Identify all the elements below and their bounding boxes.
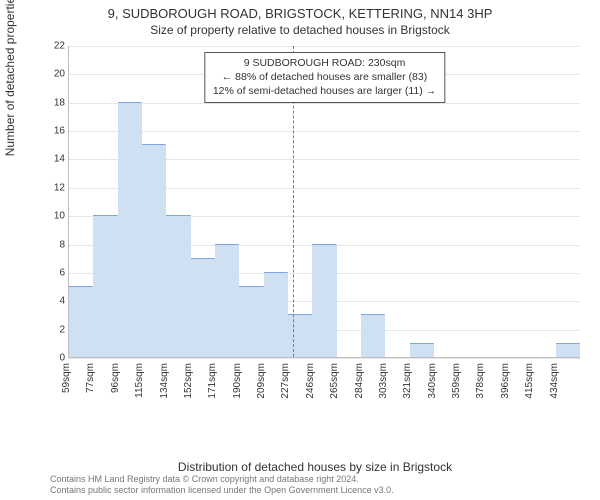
annotation-line: 9 SUDBOROUGH ROAD: 230sqm	[213, 56, 436, 70]
x-tick-label: 378sqm	[475, 363, 486, 399]
histogram-bar	[288, 314, 312, 357]
histogram-bar	[215, 244, 239, 357]
page-subtitle: Size of property relative to detached ho…	[0, 21, 600, 37]
annotation-box: 9 SUDBOROUGH ROAD: 230sqm ← 88% of detac…	[204, 52, 445, 103]
histogram-bar	[69, 286, 93, 357]
histogram-bar	[312, 244, 336, 357]
x-tick-label: 152sqm	[183, 363, 194, 399]
x-tick-label: 171sqm	[207, 363, 218, 399]
histogram-bar	[191, 258, 215, 357]
x-tick-label: 340sqm	[427, 363, 438, 399]
y-axis-label: Number of detached properties	[3, 0, 17, 156]
y-tick-label: 2	[47, 324, 65, 335]
histogram-bar	[166, 215, 190, 357]
x-tick-label: 209sqm	[256, 363, 267, 399]
x-tick-label: 59sqm	[61, 363, 72, 393]
x-tick-label: 359sqm	[451, 363, 462, 399]
x-tick-label: 415sqm	[524, 363, 535, 399]
y-tick-label: 8	[47, 239, 65, 250]
x-tick-label: 190sqm	[232, 363, 243, 399]
x-axis-label: Distribution of detached houses by size …	[50, 460, 580, 474]
histogram-bar	[93, 215, 117, 357]
y-tick-label: 18	[47, 97, 65, 108]
x-tick-label: 321sqm	[402, 363, 413, 399]
x-tick-label: 396sqm	[500, 363, 511, 399]
histogram-bar	[118, 102, 142, 357]
annotation-line: ← 88% of detached houses are smaller (83…	[213, 70, 436, 84]
gridline	[69, 358, 580, 359]
x-tick-label: 246sqm	[305, 363, 316, 399]
histogram-bar	[264, 272, 288, 357]
x-tick-label: 96sqm	[110, 363, 121, 393]
y-tick-label: 6	[47, 267, 65, 278]
plot-area: 9 SUDBOROUGH ROAD: 230sqm ← 88% of detac…	[68, 46, 580, 358]
x-tick-label: 77sqm	[85, 363, 96, 393]
footer-line: Contains HM Land Registry data © Crown c…	[50, 474, 590, 485]
histogram-bar	[410, 343, 434, 357]
footer-line: Contains public sector information licen…	[50, 485, 590, 496]
y-tick-label: 20	[47, 69, 65, 80]
y-tick-label: 16	[47, 126, 65, 137]
y-tick-label: 22	[47, 41, 65, 52]
x-tick-label: 434sqm	[549, 363, 560, 399]
histogram-chart: Number of detached properties 9 SUDBOROU…	[50, 46, 580, 418]
x-tick-label: 303sqm	[378, 363, 389, 399]
x-tick-label: 134sqm	[159, 363, 170, 399]
annotation-line: 12% of semi-detached houses are larger (…	[213, 84, 436, 98]
x-tick-label: 284sqm	[354, 363, 365, 399]
page-title: 9, SUDBOROUGH ROAD, BRIGSTOCK, KETTERING…	[0, 0, 600, 21]
x-tick-label: 227sqm	[280, 363, 291, 399]
histogram-bar	[239, 286, 263, 357]
histogram-bar	[142, 144, 166, 357]
y-tick-label: 0	[47, 353, 65, 364]
x-tick-label: 265sqm	[329, 363, 340, 399]
y-tick-label: 12	[47, 182, 65, 193]
footer-attribution: Contains HM Land Registry data © Crown c…	[50, 474, 590, 497]
histogram-bar	[361, 314, 385, 357]
y-tick-label: 4	[47, 296, 65, 307]
y-tick-label: 10	[47, 211, 65, 222]
y-tick-label: 14	[47, 154, 65, 165]
x-tick-label: 115sqm	[134, 363, 145, 398]
histogram-bar	[556, 343, 580, 357]
